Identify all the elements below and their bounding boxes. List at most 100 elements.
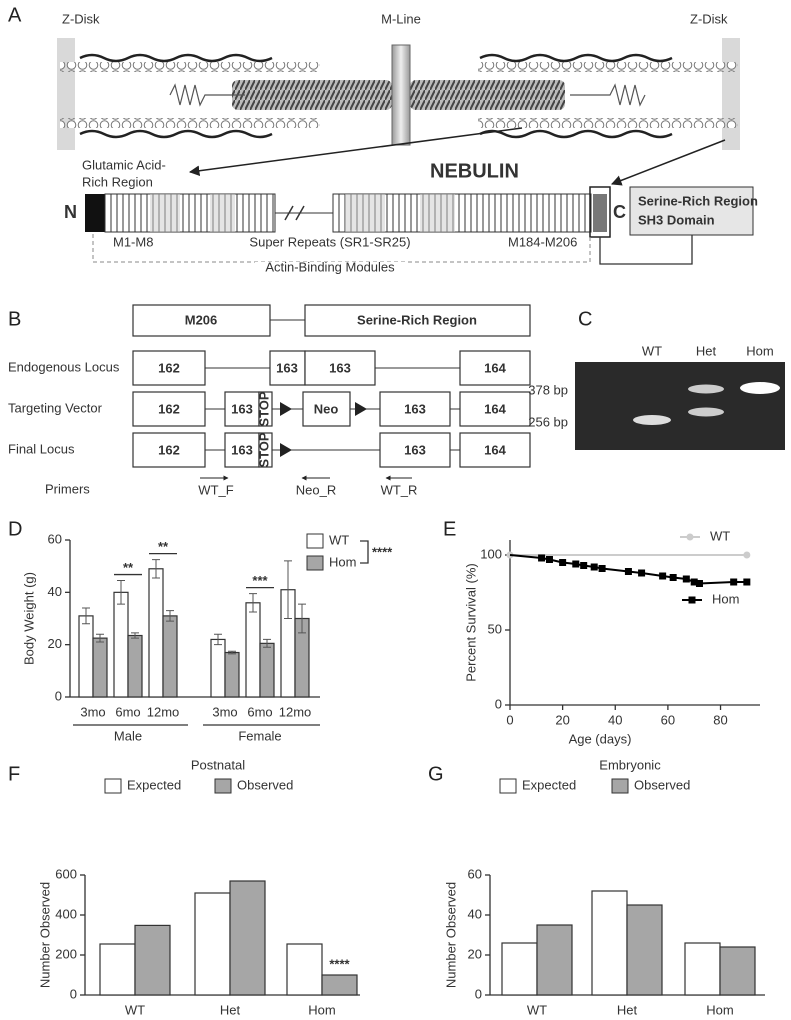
panel-letter: G [428,763,444,785]
lane-label: Het [696,343,717,358]
legend-marker [686,533,694,541]
legend-marker [688,596,696,604]
point [730,578,738,586]
legend-label: WT [329,532,349,547]
error-bar [82,607,90,625]
point [624,568,632,575]
point [545,556,553,563]
domain-label: Serine-Rich Region [357,312,477,327]
x-tick-label: 6mo [247,704,272,719]
neo-label: Neo [314,401,339,416]
bar [501,942,538,996]
y-tick-label: 20 [468,946,482,961]
z-disk [57,38,75,150]
module-label: M1-M8 [113,234,153,249]
exon-label: 163 [404,401,426,416]
x-tick-label: 20 [555,712,569,727]
x-tick-label: 6mo [115,704,140,719]
point [580,562,588,569]
bar [162,615,178,698]
loxp [280,402,292,416]
x-tick-label: 0 [506,712,513,727]
bar [210,638,226,698]
error-bar [298,603,306,634]
legend-label: Observed [237,777,293,792]
legend-label: Expected [127,777,181,792]
y-axis-label: Body Weight (g) [21,572,36,665]
error-bar [96,633,104,643]
loxp [355,402,367,416]
bar [92,637,108,698]
y-axis-label: Percent Survival (%) [463,563,478,681]
error-bar [249,593,257,613]
domain-label: M206 [185,312,218,327]
chart-title: Embryonic [599,757,661,772]
annotation: **** [329,956,350,971]
x-tick-label: WT [527,1002,547,1017]
bar [321,974,358,996]
error-bar [214,633,222,646]
x-tick-label: 40 [608,712,622,727]
n-terminus: N [64,202,77,222]
exon [269,350,306,386]
error-bar [117,580,125,605]
stop [258,391,273,427]
point [638,569,646,577]
y-tick-label: 40 [468,906,482,921]
final: 162 163 STOP 163 164 [132,432,531,468]
chart-title: Postnatal [191,757,245,772]
y-tick-label: 60 [48,531,62,546]
x-tick-label: Hom [706,1002,733,1017]
bar [194,892,231,996]
legend-label: Expected [522,777,576,792]
thick-filament [232,80,392,110]
thin-filament [60,118,320,128]
legend-label: Hom [712,591,739,606]
z-disk-label: Z-Disk [690,11,728,26]
legend-swatch [214,778,232,794]
y-tick-label: 60 [468,866,482,881]
y-tick-label: 600 [55,866,77,881]
y-tick-label: 0 [70,986,77,1001]
z-disk [722,38,740,150]
x-tick-label: 12mo [279,704,312,719]
module-label: M184-M206 [508,234,577,249]
point [682,575,690,583]
legend-swatch [104,778,122,794]
band [633,415,671,425]
point [559,559,567,566]
exon-label: 164 [484,442,506,457]
titin [169,83,646,107]
loxp [280,443,292,457]
bar [127,634,143,698]
exon-label: 162 [158,442,180,457]
legend-label: Observed [634,777,690,792]
point [695,580,703,587]
error-bar [152,559,160,579]
y-tick-label: 0 [495,696,502,711]
bar [536,924,573,996]
bar [113,591,129,698]
exon-label: 164 [484,401,506,416]
n-domain [85,194,105,232]
lane-label: WT [642,343,662,358]
stop-label: STOP [256,432,271,467]
exon-label: 163 [404,442,426,457]
exon-label: 163 [276,360,298,375]
gel [575,362,785,450]
exon [224,391,260,427]
stop [258,432,273,468]
y-tick-label: 200 [55,946,77,961]
band [740,382,780,394]
y-tick-label: 0 [475,986,482,1001]
nebulin-strand [79,53,673,139]
size-label: 256 bp [528,414,568,429]
panel-b: B M206 Serine-Rich Region Endogenous Loc… [8,304,531,497]
exon [224,432,260,468]
thin-filament [478,118,738,128]
primer-label: Neo_R [296,482,336,497]
x-tick-label: 12mo [147,704,180,719]
exon [304,350,376,386]
y-tick-label: 400 [55,906,77,921]
